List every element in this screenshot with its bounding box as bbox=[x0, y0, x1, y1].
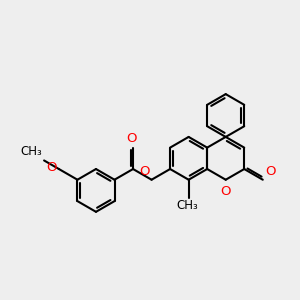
Text: O: O bbox=[220, 185, 231, 198]
Text: CH₃: CH₃ bbox=[176, 200, 198, 212]
Text: O: O bbox=[265, 165, 276, 178]
Text: CH₃: CH₃ bbox=[21, 145, 43, 158]
Text: O: O bbox=[139, 165, 149, 178]
Text: O: O bbox=[46, 161, 56, 174]
Text: O: O bbox=[126, 132, 137, 145]
